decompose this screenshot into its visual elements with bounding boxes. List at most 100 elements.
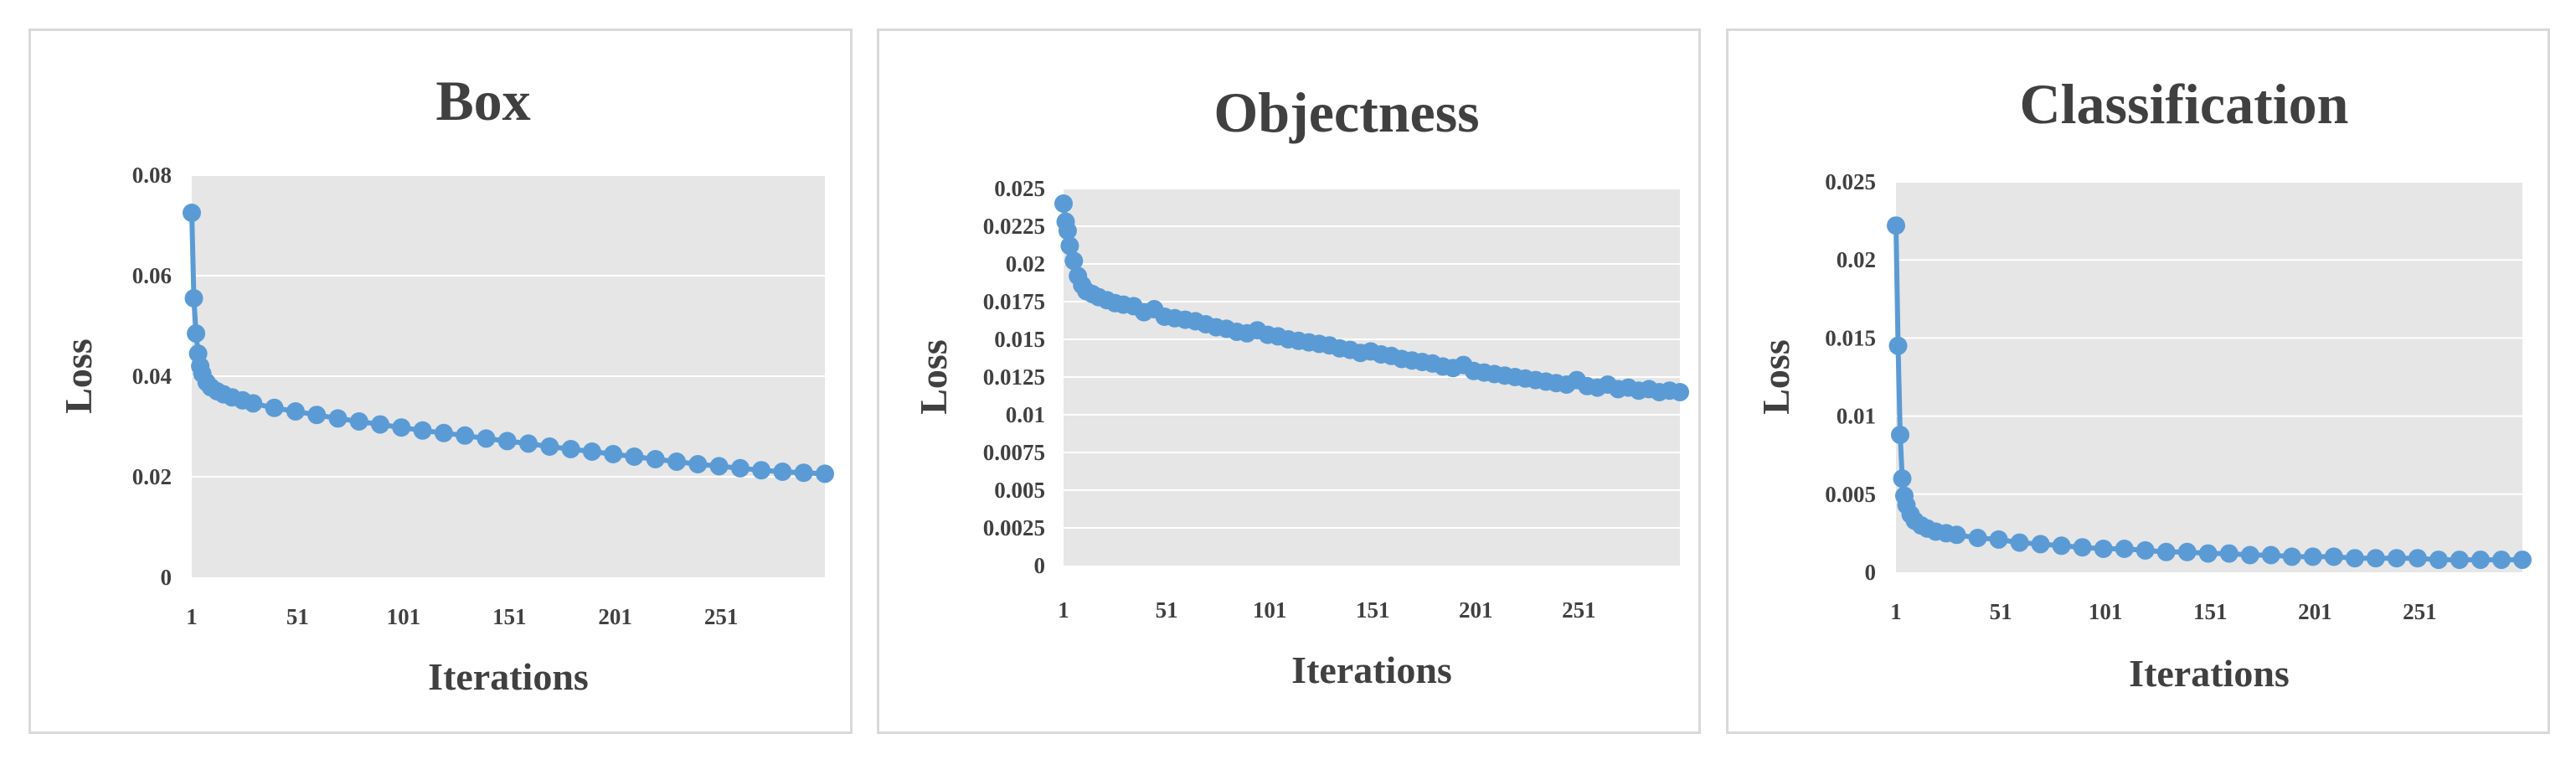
box-data-point xyxy=(497,432,517,451)
objectness-data-point xyxy=(1064,251,1084,271)
box-data-point xyxy=(773,463,792,481)
objectness-data-point xyxy=(1060,236,1079,256)
classification-x-tick-label: 251 xyxy=(2403,599,2437,624)
box-data-point xyxy=(646,450,665,468)
classification-x-tick-label: 1 xyxy=(1890,599,1902,624)
classification-data-point xyxy=(2429,550,2448,570)
box-loss-plot: 00.020.040.060.081 51 101 151 201 251BoxItera… xyxy=(57,69,834,698)
classification-data-point xyxy=(2094,540,2113,558)
box-data-point xyxy=(540,437,559,456)
classification-data-point xyxy=(1989,530,2008,549)
objectness-x-tick-label: 251 xyxy=(1562,597,1596,623)
box-data-point xyxy=(307,406,327,425)
box-data-point xyxy=(667,452,686,471)
objectness-y-tick-label: 0 xyxy=(1034,553,1046,578)
classification-x-tick-label: 101 xyxy=(2089,599,2123,624)
box-x-tick-label: 251 xyxy=(704,604,739,629)
classification-x-tick-label: 151 xyxy=(2193,599,2228,624)
classification-data-point xyxy=(2052,536,2071,556)
classification-y-axis-label: Loss xyxy=(1754,339,1797,414)
objectness-data-point xyxy=(1054,194,1073,213)
classification-x-tick-label: 51 xyxy=(1990,599,2012,624)
classification-data-point xyxy=(2115,540,2134,558)
box-data-point xyxy=(816,464,834,483)
box-data-point xyxy=(184,289,204,308)
objectness-y-tick-label: 0.025 xyxy=(994,176,1045,201)
box-data-point xyxy=(392,418,411,437)
box-chart-title: Box xyxy=(435,69,530,132)
objectness-y-tick-label: 0.02 xyxy=(1006,251,1045,277)
box-data-point xyxy=(582,442,601,461)
box-data-point xyxy=(456,426,475,445)
classification-data-point xyxy=(2010,533,2029,552)
box-y-tick-label: 0.02 xyxy=(132,464,172,489)
classification-chart-title: Classification xyxy=(2020,72,2349,136)
box-y-tick-label: 0.04 xyxy=(132,364,172,389)
box-data-point xyxy=(794,463,813,483)
objectness-x-tick-label: 51 xyxy=(1156,597,1178,623)
classification-x-axis-label: Iterations xyxy=(2129,652,2290,695)
objectness-y-tick-label: 0.0225 xyxy=(983,214,1045,239)
box-x-tick-label: 51 xyxy=(286,604,309,629)
classification-y-tick-label: 0.02 xyxy=(1837,247,1876,272)
classification-data-point xyxy=(1947,525,1966,545)
box-data-point xyxy=(561,440,580,458)
objectness-loss-chart: 0 0.0025 0.005 0.0075 0.01 0.0125 0.015 0.0175 0… xyxy=(877,28,1701,734)
classification-data-point xyxy=(2471,550,2490,570)
classification-data-point xyxy=(2156,542,2176,561)
classification-data-point xyxy=(1888,336,1908,355)
box-data-point xyxy=(371,415,389,434)
box-y-tick-label: 0.08 xyxy=(132,163,172,188)
classification-data-point xyxy=(2513,550,2532,570)
classification-data-point xyxy=(2408,549,2427,568)
objectness-data-point xyxy=(1058,221,1077,240)
objectness-chart-title: Objectness xyxy=(1213,80,1479,144)
objectness-y-tick-label: 0.005 xyxy=(994,478,1045,503)
box-data-point xyxy=(286,402,305,421)
objectness-x-tick-label: 151 xyxy=(1356,597,1390,623)
box-data-point xyxy=(328,409,348,428)
classification-data-point xyxy=(2303,547,2322,566)
classification-data-point xyxy=(2366,549,2385,568)
objectness-data-point xyxy=(1671,383,1689,401)
objectness-x-tick-label: 1 xyxy=(1058,597,1069,623)
classification-data-point xyxy=(1893,469,1912,488)
classification-data-point xyxy=(2450,550,2469,570)
box-data-point xyxy=(625,447,644,466)
classification-data-point xyxy=(1887,216,1905,235)
objectness-loss-plot: 0 0.0025 0.005 0.0075 0.01 0.0125 0.015 0.0175 0… xyxy=(912,80,1689,691)
box-data-point xyxy=(688,455,708,473)
objectness-x-tick-label: 201 xyxy=(1459,597,1493,623)
objectness-y-tick-label: 0.01 xyxy=(1006,402,1045,427)
classification-data-point xyxy=(2240,545,2259,565)
classification-x-tick-label: 201 xyxy=(2298,599,2332,624)
box-data-point xyxy=(519,434,538,453)
classification-data-point xyxy=(2219,544,2239,563)
box-x-tick-label: 101 xyxy=(387,604,421,629)
box-x-tick-label: 1 xyxy=(186,604,198,629)
box-data-point xyxy=(183,204,201,222)
objectness-x-axis-label: Iterations xyxy=(1291,649,1452,691)
box-data-point xyxy=(752,461,771,480)
classification-data-point xyxy=(2282,547,2301,566)
classification-data-point xyxy=(2345,549,2364,568)
objectness-y-tick-label: 0.0075 xyxy=(983,440,1045,465)
classification-data-point xyxy=(2073,538,2092,557)
objectness-y-tick-label: 0.0125 xyxy=(983,364,1045,390)
classification-y-tick-label: 0.01 xyxy=(1837,404,1876,429)
box-data-point xyxy=(730,458,750,478)
box-x-tick-label: 201 xyxy=(598,604,632,629)
classification-y-tick-label: 0 xyxy=(1865,560,1877,585)
classification-data-point xyxy=(2031,535,2050,554)
box-data-point xyxy=(604,445,623,463)
classification-data-point xyxy=(2492,550,2511,570)
box-loss-chart: 0 0.02 0.04 0.06 0.08 1 51 101 151 201 251 Box Itera… xyxy=(28,28,853,734)
objectness-y-axis-label: Loss xyxy=(912,339,955,414)
objectness-y-tick-label: 0.0025 xyxy=(983,515,1045,540)
classification-plot-area xyxy=(1896,182,2522,572)
classification-data-point xyxy=(2198,544,2218,563)
box-data-point xyxy=(187,324,206,343)
classification-data-point xyxy=(2136,540,2155,560)
classification-data-point xyxy=(1891,426,1909,444)
